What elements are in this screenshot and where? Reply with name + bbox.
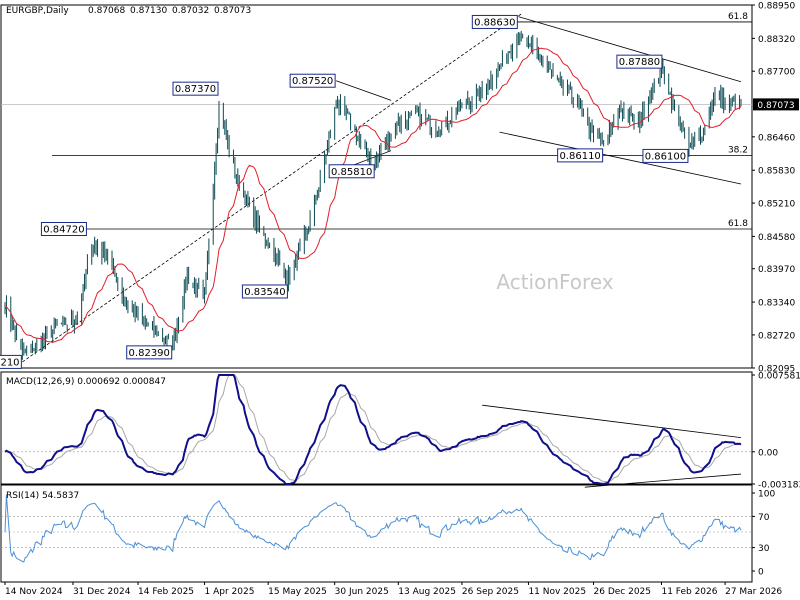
falling-channel-lower-line: [499, 131, 742, 185]
price-callout-label: 0.84720: [43, 224, 84, 235]
price-axis-label: 0.88950: [758, 2, 795, 12]
rsi-line: [4, 494, 742, 563]
x-axis-label: 15 May 2025: [268, 587, 327, 597]
price-callout-label: 0.87880: [619, 57, 660, 68]
price-callouts: 0.82210 0.84720 0.82390 0.87370 0.83540 0.875…: [0, 14, 799, 369]
rsi-axis-label: 30: [758, 544, 770, 554]
x-axis-label: 30 Jun 2025: [335, 587, 389, 597]
rising-channel-dashed-line: [22, 13, 522, 363]
price-axis-label: 0.87700: [758, 68, 795, 78]
watermark: ActionForex: [496, 270, 613, 294]
price-callout-label: 0.86100: [645, 151, 686, 162]
price-callout-label: 0.85810: [331, 167, 372, 178]
current-price-tag-label: 0.87073: [757, 101, 794, 111]
price-axis-label: 0.85210: [758, 200, 795, 210]
price-callout-box: [241, 284, 288, 299]
price-axis-label: 0.84580: [758, 233, 795, 243]
panel-frames: [0, 4, 753, 583]
falling-channel-upper-line: [518, 16, 742, 83]
ohlc-high: 0.87130: [130, 6, 167, 16]
rsi-axis-label: 0: [758, 568, 764, 578]
moving-average: [4, 47, 742, 343]
rsi-title: RSI(14) 54.5837: [6, 491, 79, 501]
price-callout-box: [471, 14, 518, 29]
x-axis-label: 14 Nov 2024: [5, 587, 63, 597]
price-axis-label: 0.86460: [758, 133, 795, 143]
triangle-upper-line: [335, 80, 392, 101]
price-callout-label: 0.86110: [559, 151, 600, 162]
price-axis-label: 0.82095: [758, 365, 795, 375]
price-callout-box: [328, 164, 375, 179]
macd-signal-line: [4, 374, 741, 483]
price-callout-box: [0, 354, 22, 369]
macd-panel: [1, 374, 752, 488]
price-callout-label: 0.88630: [474, 17, 515, 28]
x-axis-label: 26 Sep 2025: [462, 587, 519, 597]
moving-average-line: [4, 47, 742, 343]
price-axis-label: 0.83340: [758, 299, 795, 309]
x-axis-label: 1 Apr 2025: [205, 587, 255, 597]
x-axis-label: 31 Dec 2024: [73, 587, 131, 597]
panel-frame: [0, 484, 753, 583]
x-axis-label: 26 Dec 2025: [594, 587, 652, 597]
price-callout-label: 0.82210: [0, 357, 20, 368]
x-axis-label: 14 Feb 2025: [138, 587, 194, 597]
ohlc-close: 0.87073: [214, 6, 251, 16]
current-price-tag: [753, 98, 799, 111]
panel-frame: [0, 371, 753, 485]
macd-upper-trend-line: [482, 404, 742, 438]
fib-level-label: 61.8: [728, 219, 748, 229]
x-axis-label: 11 Nov 2025: [528, 587, 586, 597]
x-axis-label: 13 Aug 2025: [398, 587, 456, 597]
rsi-panel: [1, 494, 752, 563]
price-callout-box: [642, 148, 689, 163]
axes: 0.88950 0.88320 0.87700 0.86460 0.85830 0.852…: [4, 2, 800, 597]
price-callout-label: 0.87520: [292, 76, 333, 87]
fib-level-label: 38.2: [728, 145, 748, 155]
macd-axis-label: 0.007581: [758, 372, 800, 382]
ohlc-open: 0.87068: [88, 6, 125, 16]
price-callout-label: 0.82390: [129, 348, 170, 359]
price-callout-label: 0.83540: [244, 287, 285, 298]
x-axis-label: 11 Feb 2026: [661, 587, 717, 597]
chart-symbol: EURGBP,Daily: [6, 6, 69, 16]
macd-title: MACD(12,26,9) 0.000692 0.000847: [6, 377, 166, 387]
price-axis-label: 0.82720: [758, 331, 795, 341]
macd-axis-label: -0.003183: [758, 481, 800, 491]
price-callout-label: 0.87370: [175, 84, 216, 95]
macd-lower-trend-line: [584, 473, 742, 488]
price-axis-label: 0.83970: [758, 265, 795, 275]
price-callout-box: [289, 73, 336, 88]
price-levels: 61.8 38.2 61.8: [1, 12, 752, 230]
ohlc-low: 0.87032: [172, 6, 209, 16]
price-callout-box: [557, 148, 604, 163]
x-axis-label: 27 Mar 2026: [725, 587, 782, 597]
price-callout-box: [126, 345, 173, 360]
price-callout-box: [172, 81, 219, 96]
price-bars: [4, 30, 742, 360]
rsi-axis-label: 100: [758, 490, 775, 500]
price-axis-label: 0.88320: [758, 35, 795, 45]
price-callout-box: [616, 54, 663, 69]
price-callout-box: [40, 221, 87, 236]
price-axis-label: 0.85830: [758, 167, 795, 177]
fib-level-label: 61.8: [728, 12, 748, 22]
panel-frame: [0, 4, 753, 369]
rsi-axis-label: 70: [758, 513, 770, 523]
macd-axis-label: 0.00: [758, 448, 778, 458]
macd-line: [4, 374, 742, 486]
